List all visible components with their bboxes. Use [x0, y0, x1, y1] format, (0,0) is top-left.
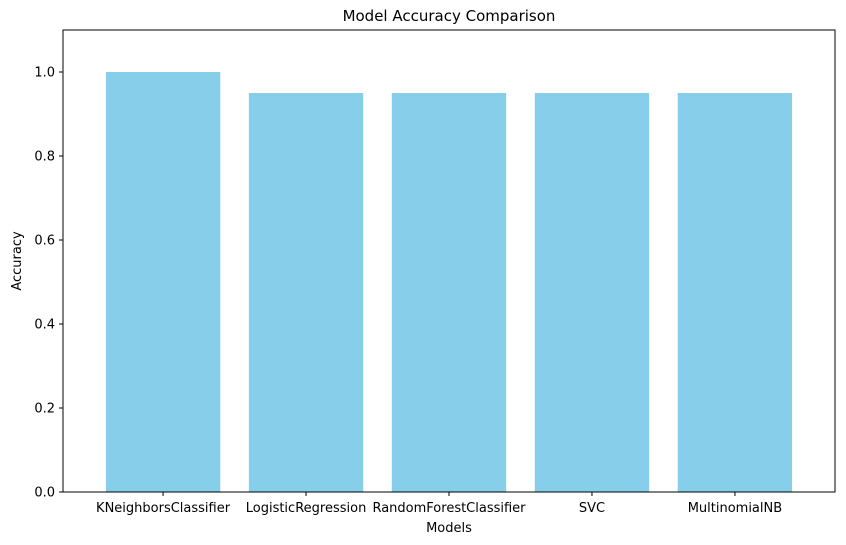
y-tick-label: 0.6 [34, 234, 55, 249]
y-tick-label: 0.2 [34, 402, 55, 417]
x-axis-ticks: KNeighborsClassifier LogisticRegression Ra… [96, 492, 782, 516]
bar [534, 93, 650, 492]
y-axis-label: Accuracy [10, 231, 25, 291]
y-tick-label: 0.0 [34, 486, 55, 501]
y-axis-ticks: 0.0 0.2 0.4 0.6 0.8 1.0 [34, 66, 63, 501]
bar [677, 93, 793, 492]
plot-frame [62, 29, 836, 493]
bar [248, 93, 364, 492]
x-tick-label: SVC [579, 501, 605, 516]
y-tick-label: 0.4 [34, 318, 55, 333]
x-tick-label: RandomForestClassifier [372, 501, 526, 516]
y-tick-label: 0.8 [34, 150, 55, 165]
x-tick-label: MultinomialNB [688, 501, 782, 516]
bar [105, 72, 221, 492]
bar [391, 93, 507, 492]
x-tick-label: LogisticRegression [246, 501, 367, 516]
x-tick-label: KNeighborsClassifier [96, 501, 231, 516]
bar-group [105, 72, 793, 492]
y-tick-label: 1.0 [34, 66, 55, 81]
chart-title: Model Accuracy Comparison [343, 7, 556, 25]
x-axis-label: Models [426, 521, 472, 536]
